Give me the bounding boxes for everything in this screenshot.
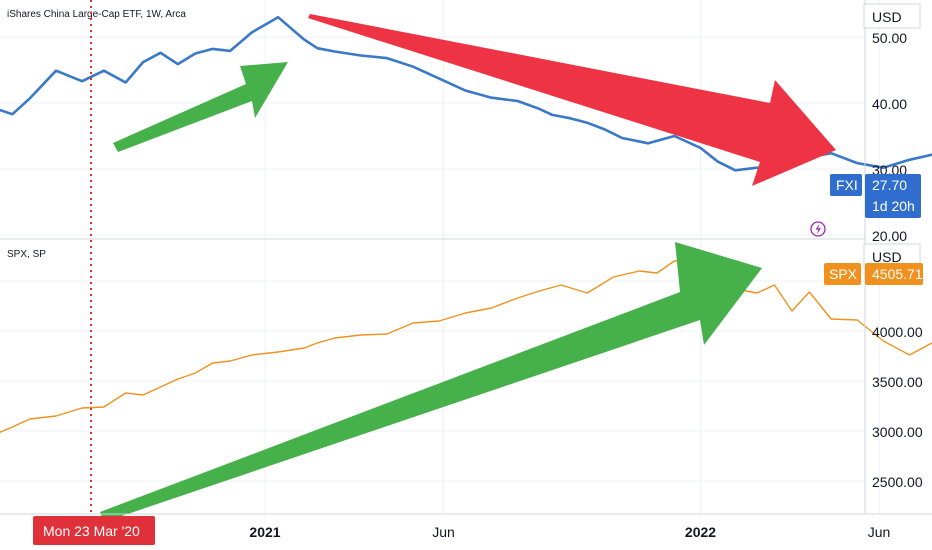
fxi-currency-button[interactable] [863, 3, 921, 29]
green-arrow-annotation-spx[interactable] [100, 242, 762, 522]
fxi-series-title: iShares China Large-Cap ETF, 1W, Arca [7, 9, 186, 20]
lightning-alert-icon[interactable] [810, 221, 826, 237]
fxi-countdown: 1d 20h [872, 198, 915, 214]
spx-tick-label: 2500.00 [872, 474, 923, 490]
fxi-last-price-tag[interactable]: FXI 27.70 1d 20h [830, 174, 921, 218]
spx-pane[interactable]: SPX, SP [0, 249, 932, 501]
fxi-price-line [0, 15, 932, 173]
time-axis[interactable]: 2021Jun2022Jun2023Jun [0, 513, 932, 540]
green-arrow-annotation-fxi[interactable] [113, 62, 288, 152]
fxi-pane[interactable]: iShares China Large-Cap ETF, 1W, Arca [0, 9, 932, 217]
fxi-currency-label: USD [872, 9, 902, 25]
fxi-tick-label: 40.00 [872, 96, 907, 112]
crosshair-date-label: Mon 23 Mar '20 [33, 516, 155, 545]
spx-currency-label: USD [872, 249, 902, 265]
spx-tick-label: 4000.00 [872, 324, 923, 340]
spx-tick-label: 3500.00 [872, 374, 923, 390]
fxi-last-price: 27.70 [872, 177, 907, 193]
spx-tick-label: 3000.00 [872, 424, 923, 440]
fxi-tick-label: 50.00 [872, 30, 907, 46]
time-tick-label: Jun [432, 524, 455, 540]
red-arrow-annotation[interactable] [308, 14, 836, 186]
crosshair-date-text: Mon 23 Mar '20 [43, 523, 140, 539]
fxi-ticker-label: FXI [836, 177, 858, 193]
time-tick-label: 2021 [249, 524, 280, 540]
spx-price-line [0, 258, 932, 433]
spx-last-price-tag[interactable]: SPX 4505.71 [824, 263, 923, 285]
spx-last-price: 4505.71 [872, 266, 923, 282]
time-tick-label: 2022 [685, 524, 716, 540]
time-tick-label: Jun [868, 524, 891, 540]
fxi-tick-label: 20.00 [872, 228, 907, 244]
spx-series-title: SPX, SP [7, 249, 46, 260]
spx-ticker-label: SPX [829, 266, 858, 282]
